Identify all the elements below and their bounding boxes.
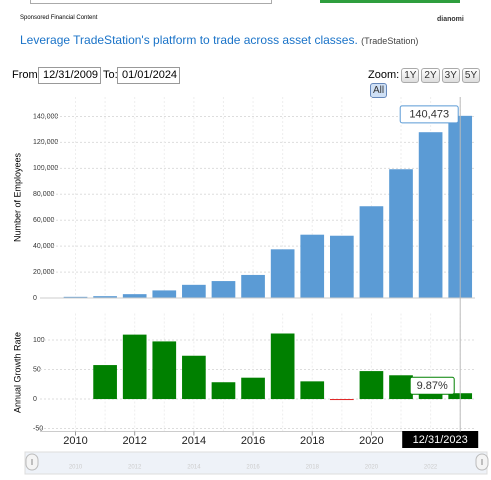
bar: [359, 206, 384, 298]
y-tick-label: 80,000: [33, 191, 55, 198]
search-box: [30, 0, 272, 4]
x-tick-label: 2014: [182, 435, 206, 447]
ad-text[interactable]: Leverage TradeStation's platform to trad…: [20, 33, 358, 47]
tooltip-label: 140,473: [409, 109, 449, 121]
navigator-label: 2016: [246, 465, 260, 471]
brand: dianomi: [437, 16, 464, 23]
tooltip-box: [399, 105, 459, 124]
bar: [63, 296, 88, 298]
zoom-button[interactable]: 1Y: [401, 68, 420, 83]
y-tick-label: 100: [33, 337, 45, 344]
top-bar: [0, 0, 491, 5]
x-tick-label: 2020: [359, 435, 383, 447]
y-tick-label: 0: [33, 295, 37, 302]
bar: [359, 371, 384, 400]
zoom-button[interactable]: 2Y: [421, 68, 440, 83]
to-label: To:: [103, 69, 118, 81]
ad-source: (TradeStation): [361, 36, 419, 46]
y-tick-label: 0: [33, 396, 37, 403]
bar: [389, 375, 413, 400]
y-tick-label: -50: [33, 425, 43, 432]
navigator-label: 2022: [424, 465, 438, 471]
bar: [182, 284, 206, 298]
bar: [330, 235, 354, 298]
crosshair-box: [402, 431, 479, 448]
bar: [122, 334, 147, 400]
navigator-label: 2018: [306, 465, 320, 471]
y-tick-label: 20,000: [33, 269, 55, 276]
navigator-label: 2020: [365, 465, 379, 471]
to-input[interactable]: 01/01/2024: [117, 67, 180, 84]
bar: [270, 249, 295, 298]
from-label: From:: [12, 69, 41, 81]
ad-link[interactable]: Leverage TradeStation's platform to trad…: [20, 33, 418, 47]
bar: [122, 294, 147, 298]
y-tick-label: 50: [33, 366, 41, 373]
zoom-button[interactable]: 5Y: [461, 68, 481, 83]
bar: [330, 399, 354, 401]
from-input[interactable]: 12/31/2009: [38, 67, 101, 84]
x-tick-label: 2018: [300, 435, 324, 447]
navigator-label: 2010: [69, 465, 83, 471]
x-tick-label: 2012: [122, 435, 146, 447]
zoom-label: Zoom:: [368, 69, 400, 81]
bar: [93, 296, 117, 298]
navigator-label: 2014: [187, 465, 201, 471]
sponsor: Sponsored Financial Content: [20, 15, 98, 21]
search-button: [320, 0, 460, 3]
bar: [300, 234, 325, 298]
y-axis-title: Number of Employees: [12, 152, 22, 242]
bar: [152, 341, 177, 400]
zoom-button[interactable]: 3Y: [441, 68, 460, 83]
tooltip-label: 9.87%: [417, 380, 448, 392]
bar: [211, 382, 236, 400]
bar: [152, 290, 177, 298]
bar: [270, 333, 295, 400]
navigator-label: 2012: [128, 465, 142, 471]
zoom-button[interactable]: All: [370, 83, 388, 98]
tooltip-box: [409, 376, 455, 395]
y-tick-label: 60,000: [33, 217, 55, 224]
navigator: [24, 451, 488, 475]
bar: [241, 377, 265, 400]
zoom: Zoom: 1Y 2Y 3Y 5Y All: [368, 68, 491, 98]
bar: [300, 381, 325, 400]
bar: [241, 274, 265, 298]
y-axis-title: Annual Growth Rate: [12, 332, 22, 413]
bar: [93, 365, 117, 400]
bar: [211, 281, 236, 298]
x-tick-label: 2016: [241, 435, 265, 447]
bar: [389, 169, 413, 298]
bar: [418, 132, 443, 298]
bar: [182, 355, 206, 400]
x-tick-label: 2010: [63, 435, 87, 447]
crosshair-label: 12/31/2023: [413, 434, 468, 446]
y-tick-label: 40,000: [33, 243, 55, 250]
